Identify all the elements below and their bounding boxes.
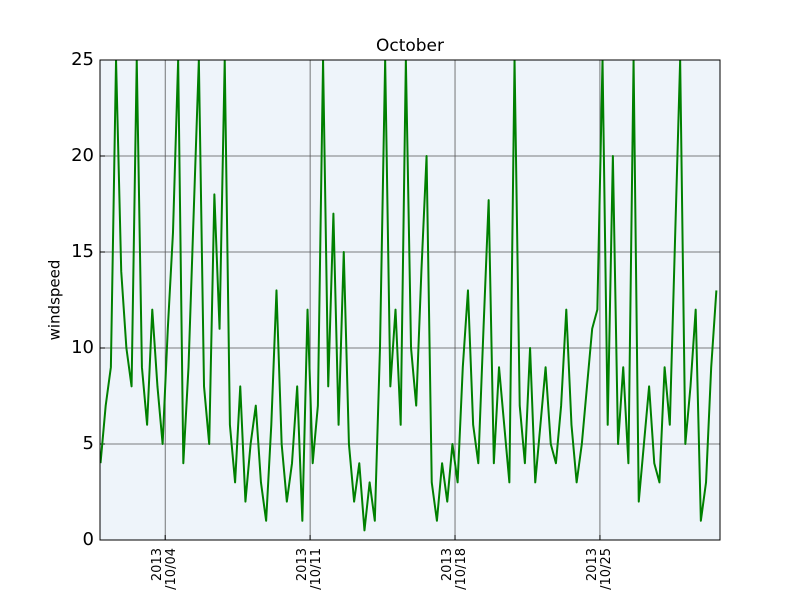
y-axis-label: windspeed bbox=[46, 260, 64, 341]
data-line bbox=[100, 60, 718, 532]
y-tick-label: 5 bbox=[83, 433, 94, 454]
y-tick-label: 15 bbox=[71, 241, 94, 262]
x-tick-label: 2013 /10/11 bbox=[295, 548, 325, 590]
series bbox=[100, 60, 718, 532]
x-tick-label: 2013 /10/25 bbox=[584, 548, 614, 590]
plot-frame bbox=[99, 59, 721, 541]
y-tick-label: 10 bbox=[71, 337, 94, 358]
chart-title: October bbox=[376, 36, 444, 56]
y-tick-label: 0 bbox=[83, 529, 94, 550]
y-tick-label: 20 bbox=[71, 145, 94, 166]
y-tick-label: 25 bbox=[71, 49, 94, 70]
x-tick-label: 2013 /10/18 bbox=[440, 548, 470, 590]
x-tick-label: 2013 /10/04 bbox=[150, 548, 180, 590]
